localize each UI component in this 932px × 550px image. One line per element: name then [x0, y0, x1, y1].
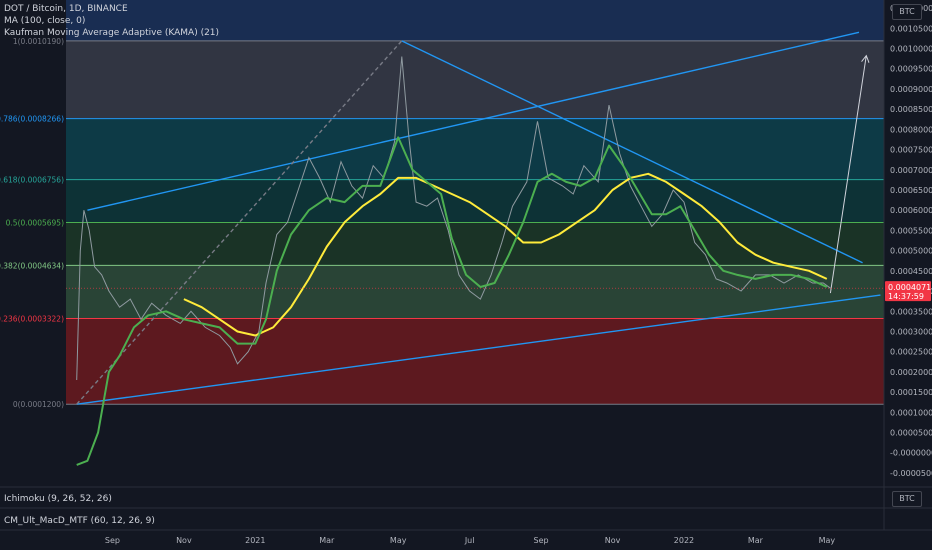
- ichimoku-pane-label[interactable]: Ichimoku (9, 26, 52, 26): [4, 494, 112, 504]
- symbol-title[interactable]: DOT / Bitcoin, 1D, BINANCE: [4, 4, 128, 14]
- y-tick-label: 0.0006000: [890, 206, 932, 215]
- x-tick-label: 2022: [674, 536, 694, 545]
- fib-label-0.236: 0.236(0.0003322): [0, 314, 64, 323]
- y-tick-label: 0.0002000: [890, 368, 932, 377]
- last-price-value: 0.0004071: [888, 283, 931, 292]
- bar-countdown: 14:37:59: [888, 292, 924, 301]
- y-tick-label: 0.0007500: [890, 146, 932, 155]
- fib-label-0: 0(0.0001200): [13, 400, 64, 409]
- price-axis-bg: [884, 0, 932, 478]
- fib-label-0.5: 0.5(0.0005695): [6, 219, 64, 228]
- x-tick-label: May: [390, 536, 407, 545]
- fib-zone-0.618: [66, 179, 884, 223]
- y-tick-label: 0.0003500: [890, 307, 932, 316]
- fib-zone-0.382: [66, 265, 884, 319]
- y-tick-label: -0.0000500: [890, 469, 932, 478]
- last-price-tag-bg: [885, 281, 931, 302]
- y-tick-label: 0.0003000: [890, 327, 932, 336]
- price-axis[interactable]: 0.00110000.00105000.00100000.00095000.00…: [883, 0, 932, 478]
- price-line: [76, 56, 831, 381]
- y-tick-label: 0.0007000: [890, 166, 932, 175]
- upper-channel-line: [87, 31, 860, 211]
- ma-legend[interactable]: MA (100, close, 0): [4, 16, 86, 26]
- x-tick-label: Sep: [105, 536, 120, 545]
- y-tick-label: 0.0008500: [890, 105, 932, 114]
- projection-arrow: [829, 57, 866, 294]
- kama-legend[interactable]: Kaufman Moving Average Adaptive (KAMA) (…: [4, 28, 220, 38]
- ma-100-line: [183, 172, 828, 337]
- y-tick-label: 0.0005500: [890, 226, 932, 235]
- ichimoku-currency-badge[interactable]: BTC: [892, 491, 922, 507]
- macd-pane-label[interactable]: CM_Ult_MacD_MTF (60, 12, 26, 9): [4, 516, 155, 526]
- fib-label-0.786: 0.786(0.0008266): [0, 115, 64, 124]
- x-tick-label: 2021: [245, 536, 265, 545]
- x-tick-label: Nov: [176, 536, 192, 545]
- y-tick-label: -0.0000000: [890, 449, 932, 458]
- fib-zone-top: [66, 0, 884, 41]
- y-tick-label: 0.0009500: [890, 65, 932, 74]
- trendlines[interactable]: [76, 31, 881, 405]
- y-tick-label: 0.0001000: [890, 408, 932, 417]
- y-tick-label: 0.0010500: [890, 24, 932, 33]
- pane-separators: [0, 478, 932, 530]
- fib-label-1: 1(0.0010190): [13, 37, 64, 46]
- fib-zone-0.786: [66, 118, 884, 180]
- fib-zones: [66, 0, 884, 405]
- fib-zone-0.5: [66, 222, 884, 266]
- y-tick-label: 0.0006500: [890, 186, 932, 195]
- time-axis[interactable]: Sep Nov 2021 Mar May Jul Sep Nov 2022 Mar May: [0, 529, 932, 545]
- y-tick-label: 0.0010000: [890, 45, 932, 54]
- indicator-lines: [76, 136, 828, 466]
- chart-legend: DOT / Bitcoin, 1D, BINANCE MA (100, clos…: [4, 3, 219, 39]
- y-tick-label: 0.0008000: [890, 125, 932, 134]
- currency-badge[interactable]: BTC: [892, 4, 922, 20]
- lower-channel-line: [76, 294, 881, 405]
- x-tick-label: Mar: [748, 536, 764, 545]
- y-tick-label: 0.0001500: [890, 388, 932, 397]
- x-tick-label: Nov: [605, 536, 621, 545]
- kama-21-line: [76, 136, 828, 466]
- y-tick-label: 0.0000500: [890, 429, 932, 438]
- fib-labels: 1(0.0010190) 0.786(0.0008266) 0.618(0.0006…: [0, 37, 64, 409]
- fib-zone-1: [66, 40, 884, 119]
- y-tick-label: 0.0009000: [890, 85, 932, 94]
- dashed-diagonal-line: [76, 40, 403, 405]
- fib-label-0.618: 0.618(0.0006756): [0, 176, 64, 185]
- x-tick-label: Mar: [319, 536, 335, 545]
- y-tick-label: 0.0005000: [890, 247, 932, 256]
- y-tick-label: 0.0004500: [890, 267, 932, 276]
- fib-zone-0.236: [66, 318, 884, 405]
- x-tick-label: Sep: [534, 536, 549, 545]
- x-tick-label: May: [819, 536, 836, 545]
- y-tick-label: 0.0002500: [890, 348, 932, 357]
- fib-label-0.382: 0.382(0.0004634): [0, 261, 64, 270]
- descending-trendline: [401, 40, 863, 264]
- x-tick-label: Jul: [464, 536, 475, 545]
